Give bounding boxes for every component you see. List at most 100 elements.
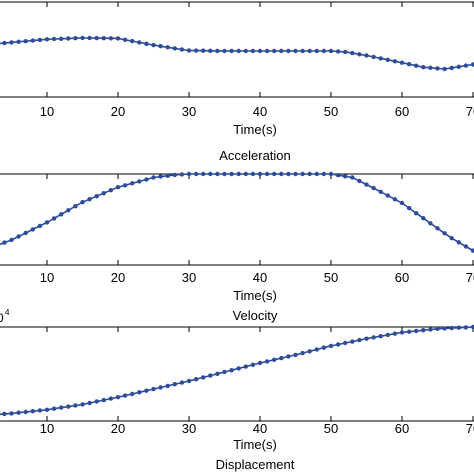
title-velocity: Velocity bbox=[233, 308, 278, 323]
series-point bbox=[30, 227, 35, 232]
series-point bbox=[158, 385, 163, 390]
series-point bbox=[80, 200, 85, 205]
series-point bbox=[314, 171, 319, 177]
series-point bbox=[300, 350, 305, 356]
series-point bbox=[108, 396, 114, 401]
series-point bbox=[385, 193, 390, 198]
series-point bbox=[421, 328, 426, 333]
series-point bbox=[286, 48, 291, 54]
series-point bbox=[172, 46, 177, 51]
x-tick-label: 10 bbox=[40, 421, 54, 436]
x-tick-label: 70 bbox=[466, 421, 474, 436]
x-tick-label: 20 bbox=[111, 421, 125, 436]
x-tick-label: 40 bbox=[253, 104, 267, 119]
x-tick-label: 50 bbox=[324, 104, 338, 119]
series-point bbox=[122, 183, 128, 188]
series-point bbox=[101, 191, 107, 196]
series-point bbox=[215, 371, 220, 376]
series-point bbox=[470, 324, 474, 330]
series-point bbox=[172, 172, 177, 178]
series-point bbox=[23, 409, 28, 415]
series-point bbox=[364, 53, 369, 58]
series-point bbox=[73, 403, 78, 408]
series-point bbox=[399, 330, 405, 335]
series-point bbox=[314, 347, 319, 352]
panel-bottom: 0 4 Velocity 10 20 30 40 50 60 70 Time(s) Disp… bbox=[0, 308, 474, 472]
series-point bbox=[108, 188, 114, 193]
series-point bbox=[44, 407, 50, 412]
series-point bbox=[328, 171, 334, 177]
series-point bbox=[463, 63, 469, 68]
series-point bbox=[406, 329, 412, 334]
series-point bbox=[16, 39, 21, 44]
exponent-superscript: 4 bbox=[5, 308, 10, 317]
series-point bbox=[421, 216, 426, 221]
series-point bbox=[66, 208, 71, 213]
series-point bbox=[66, 36, 71, 41]
series-point bbox=[59, 405, 64, 410]
series-point bbox=[94, 35, 99, 41]
series-point bbox=[37, 223, 43, 229]
series-point bbox=[243, 48, 248, 54]
series-point bbox=[44, 220, 50, 225]
series-point bbox=[414, 63, 419, 68]
series-point bbox=[300, 171, 305, 177]
series-point bbox=[222, 171, 227, 177]
series-point bbox=[80, 402, 85, 407]
series-point bbox=[264, 48, 270, 54]
series-point bbox=[51, 36, 57, 42]
series-point bbox=[357, 178, 362, 184]
series-point bbox=[2, 40, 7, 46]
ticks-top: 10 20 30 40 50 60 70 bbox=[40, 2, 474, 119]
series-point bbox=[350, 50, 355, 56]
series-point bbox=[87, 197, 92, 202]
series-point bbox=[144, 41, 149, 46]
x-tick-label: 10 bbox=[40, 270, 54, 285]
series-point bbox=[201, 375, 206, 380]
series-point bbox=[350, 339, 355, 344]
series-point bbox=[272, 48, 277, 54]
series-point bbox=[293, 352, 298, 358]
title-acceleration: Acceleration bbox=[219, 148, 291, 163]
series-point bbox=[335, 173, 341, 178]
series-point bbox=[435, 226, 440, 231]
series-point bbox=[186, 378, 192, 384]
series-point bbox=[307, 349, 312, 354]
plot-frame-bottom bbox=[0, 326, 474, 422]
series-point bbox=[335, 49, 341, 54]
series-point bbox=[229, 171, 234, 177]
series-point bbox=[392, 331, 398, 336]
series-point bbox=[51, 406, 57, 411]
series-point bbox=[385, 57, 390, 62]
series-point bbox=[236, 48, 241, 54]
series-point bbox=[87, 35, 92, 41]
series-point bbox=[428, 327, 433, 332]
x-tick-label: 30 bbox=[182, 270, 196, 285]
series-point bbox=[30, 38, 35, 43]
x-tick-label: 60 bbox=[395, 270, 409, 285]
series-point bbox=[442, 66, 447, 72]
series-point bbox=[406, 61, 412, 67]
series-point bbox=[201, 171, 206, 177]
series-point bbox=[108, 36, 114, 41]
series-point bbox=[264, 171, 270, 177]
series-line bbox=[0, 326, 474, 416]
series-point bbox=[279, 355, 284, 361]
series-point bbox=[37, 408, 43, 413]
series-point bbox=[406, 205, 412, 211]
panel-middle: Acceleration 10 20 30 40 50 60 70 Time(s) bbox=[0, 148, 474, 303]
series-point bbox=[286, 171, 291, 177]
series-point bbox=[2, 240, 7, 245]
series-point bbox=[279, 48, 284, 54]
series-point bbox=[371, 335, 376, 340]
series-point bbox=[350, 175, 355, 180]
ticks-bottom: 10 20 30 40 50 60 70 bbox=[40, 327, 474, 436]
x-tick-label: 30 bbox=[182, 421, 196, 436]
series-point bbox=[23, 230, 28, 236]
x-tick-label: 40 bbox=[253, 270, 267, 285]
series-point bbox=[115, 36, 121, 41]
series-point bbox=[321, 171, 327, 177]
series-point bbox=[293, 48, 298, 54]
series-point bbox=[130, 391, 135, 397]
